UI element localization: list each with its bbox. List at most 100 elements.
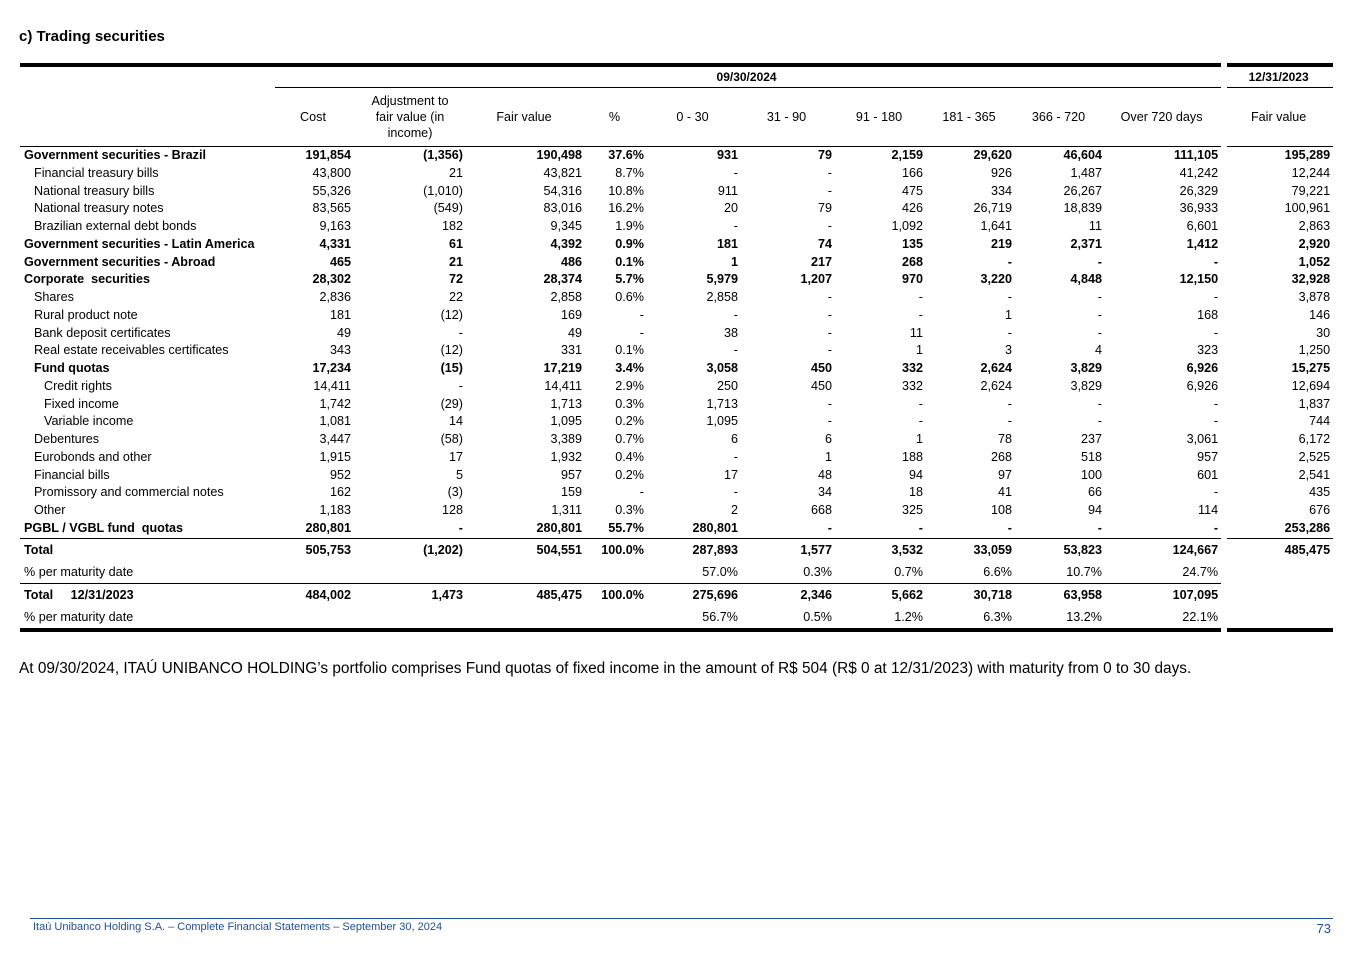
cell-value: 2,346: [741, 582, 835, 606]
cell-value: 1,641: [980, 219, 1012, 233]
row-label: Corporate securities: [24, 272, 150, 287]
row-label: Other: [34, 503, 66, 517]
cell-prior-fair-value: 676: [1221, 502, 1334, 520]
cell-value: -: [827, 183, 832, 198]
cell-value: 55,326: [312, 183, 351, 198]
cell-value: 100.0%: [585, 537, 647, 561]
cell-value: 37.6%: [608, 148, 644, 162]
cell-value: 0.5%: [741, 605, 835, 632]
cell-value: 2,858: [550, 290, 582, 304]
column-header: 91 - 180: [835, 87, 926, 147]
table-row: Rural product note 181 (12) 169 - - - - 1 - 168 146: [20, 306, 1334, 325]
cell-value: 43,800: [312, 165, 351, 180]
cell-value: 280,801: [692, 520, 738, 535]
cell-value: 78: [997, 432, 1012, 446]
cell-value: 1,473: [354, 582, 466, 606]
cell-value: 0.7%: [894, 564, 923, 579]
table-row: Other 1,183 128 1,311 0.3% 2 668 325 108 94 114 676: [20, 502, 1334, 520]
cell-value: 169: [560, 307, 582, 322]
cell-value: 1: [915, 432, 923, 446]
cell-value: -: [458, 378, 463, 393]
cell-prior-fair-value: 6,172: [1221, 431, 1334, 449]
cell-value: -: [733, 219, 738, 233]
table-row: Fixed income 1,742 (29) 1,713 0.3% 1,713 - - - - -…: [20, 395, 1334, 414]
row-label: Government securities - Abroad: [24, 254, 216, 269]
column-header-row: Cost Adjustment to fair value (in income)…: [20, 87, 1334, 147]
cell-value: 34: [817, 485, 832, 500]
cell-value: 1: [1004, 307, 1012, 322]
cell-value: 475: [901, 183, 923, 198]
cell-value: 21: [448, 254, 463, 269]
cell-value: 41: [997, 485, 1012, 500]
section-title: c) Trading securities: [19, 28, 165, 45]
cell-prior-fair-value: 2,541: [1221, 466, 1334, 485]
cell-value: 26,329: [1179, 183, 1219, 198]
cell-value: -: [733, 343, 738, 358]
cell-value: 4,331: [319, 236, 351, 251]
cell-value: 79: [817, 201, 832, 216]
table-row: Total 505,753 (1,202) 504,551 100.0% 287,893 1…: [20, 537, 1334, 561]
row-label: Government securities - Brazil: [24, 148, 206, 162]
cell-value: 1,081: [319, 414, 351, 429]
cell-value: 1: [915, 343, 923, 358]
cell-value: (29): [440, 396, 463, 411]
row-label: Total: [20, 537, 275, 561]
cell-value: 2: [730, 503, 738, 517]
cell-value: -: [827, 414, 832, 429]
cell-value: 21: [448, 165, 463, 180]
cell-value: 33,059: [926, 537, 1015, 561]
cell-value: 14: [448, 414, 463, 429]
cell-value: 217: [810, 254, 832, 269]
cell-value: 1,915: [319, 449, 351, 464]
cell-value: 53,823: [1015, 537, 1105, 561]
table-row: Shares 2,836 22 2,858 0.6% 2,858- - - - -3,878: [20, 289, 1334, 307]
cell-value: 30,718: [926, 582, 1015, 606]
cell-value: 465: [329, 254, 351, 269]
cell-value: 1,487: [1070, 165, 1102, 180]
cell-value: -: [1213, 254, 1219, 269]
cell-value: -: [733, 165, 738, 180]
cell-value: 280,801: [536, 520, 582, 535]
cell-value: 0.2%: [615, 467, 644, 482]
cell-value: -: [1007, 290, 1012, 304]
cell-value: -: [827, 520, 832, 535]
cell-value: 79: [817, 148, 832, 162]
table-row: Variable income 1,081 14 1,095 0.2% 1,095 - - - -…: [20, 413, 1334, 431]
cell-value: 49: [567, 325, 582, 340]
cell-value: 3,447: [319, 432, 351, 446]
table-row: Government securities - Latin America 4,3…: [20, 235, 1334, 254]
cell-value: -: [1213, 325, 1219, 340]
cell-value: 518: [1080, 449, 1102, 464]
cell-value: 6.6%: [983, 564, 1012, 579]
cell-value: -: [918, 414, 923, 429]
cell-value: -: [639, 325, 644, 340]
cell-value: 280,801: [305, 520, 351, 535]
cell-value: 12,150: [1179, 272, 1219, 287]
table-row: PGBL / VGBL fund quotas 280,801 - 280,801 55…: [20, 519, 1334, 538]
cell-value: 0.3%: [615, 396, 644, 411]
cell-value: 601: [1197, 467, 1219, 482]
cell-value: 20: [723, 201, 738, 216]
cell-value: (549): [433, 201, 463, 216]
cell-value: 2,371: [1070, 236, 1102, 251]
table-row: % per maturity date 56.7% 0.5% 1.2% 6.3% 13.2…: [20, 605, 1334, 632]
row-label: Total 12/31/2023: [20, 582, 275, 606]
cell-value: 1: [730, 254, 738, 269]
cell-value: 3,532: [835, 537, 926, 561]
cell-value: 334: [990, 183, 1012, 198]
cell-value: 66: [1087, 485, 1102, 500]
cell-prior-fair-value: 3,878: [1221, 289, 1334, 307]
cell-value: -: [1097, 307, 1102, 322]
table-row: Real estate receivables certificates 343 (…: [20, 342, 1334, 360]
cell-value: 485,475: [466, 582, 585, 606]
cell-prior-fair-value: 435: [1221, 484, 1334, 502]
cell-prior-fair-value: 253,286: [1221, 519, 1334, 538]
cell-value: 2,836: [319, 290, 351, 304]
cell-value: -: [1007, 520, 1012, 535]
cell-value: 26,719: [973, 201, 1012, 216]
cell-value: 0.1%: [615, 254, 644, 269]
footer-divider: [30, 918, 1333, 919]
cell-value: 426: [901, 201, 923, 216]
cell-value: 22.1%: [1105, 605, 1225, 632]
cell-value: 111,105: [1173, 148, 1219, 162]
